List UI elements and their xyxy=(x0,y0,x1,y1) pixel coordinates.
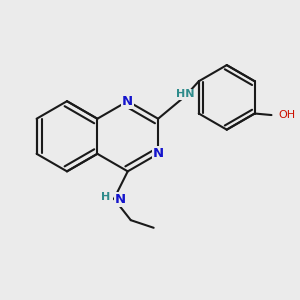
Text: N: N xyxy=(115,193,126,206)
Text: N: N xyxy=(122,95,133,108)
Text: H: H xyxy=(101,192,110,202)
Text: HN: HN xyxy=(176,89,195,99)
Text: N: N xyxy=(152,147,164,160)
Text: OH: OH xyxy=(278,110,295,120)
